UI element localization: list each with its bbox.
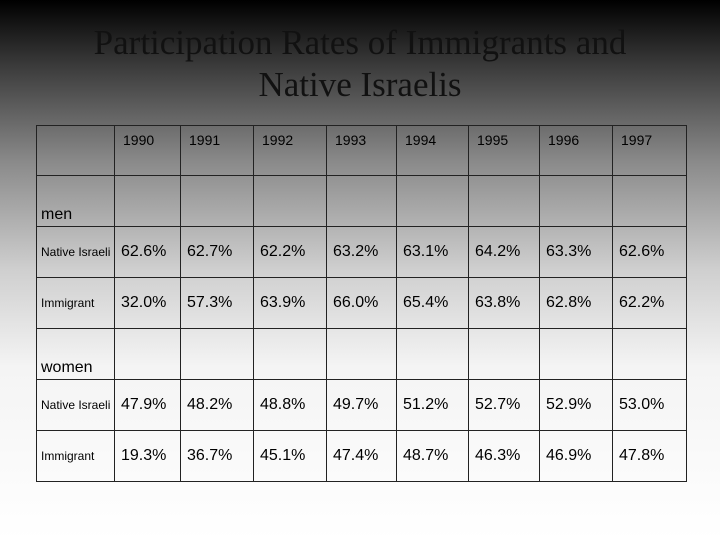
value-cell: 52.9% [539, 379, 613, 431]
value-cell: 63.2% [326, 226, 397, 278]
slide-title-line-1: Participation Rates of Immigrants and [93, 23, 627, 62]
empty-cell [396, 175, 469, 227]
value-cell: 62.2% [612, 277, 687, 329]
value-cell: 62.2% [253, 226, 327, 278]
value-cell: 53.0% [612, 379, 687, 431]
value-cell: 47.8% [612, 430, 687, 482]
year-header: 1990 [114, 125, 181, 176]
empty-cell [326, 328, 397, 380]
empty-cell [468, 175, 540, 227]
empty-cell [253, 175, 327, 227]
value-cell: 48.8% [253, 379, 327, 431]
value-cell: 57.3% [180, 277, 254, 329]
value-cell: 46.9% [539, 430, 613, 482]
empty-cell [253, 328, 327, 380]
empty-cell [612, 328, 687, 380]
empty-cell [612, 175, 687, 227]
value-cell: 51.2% [396, 379, 469, 431]
value-cell: 63.1% [396, 226, 469, 278]
header-corner-cell [36, 125, 115, 176]
table-row: Native Israeli 62.6% 62.7% 62.2% 63.2% 6… [36, 226, 687, 278]
year-header: 1993 [326, 125, 397, 176]
value-cell: 63.3% [539, 226, 613, 278]
year-header: 1996 [539, 125, 613, 176]
year-header: 1995 [468, 125, 540, 176]
value-cell: 19.3% [114, 430, 181, 482]
section-row-women: women [36, 328, 687, 380]
year-header: 1997 [612, 125, 687, 176]
row-label: Native Israeli [36, 379, 115, 431]
empty-cell [539, 328, 613, 380]
empty-cell [468, 328, 540, 380]
value-cell: 63.9% [253, 277, 327, 329]
value-cell: 62.6% [612, 226, 687, 278]
empty-cell [114, 175, 181, 227]
section-label: women [36, 328, 115, 380]
value-cell: 45.1% [253, 430, 327, 482]
row-label: Native Israeli [36, 226, 115, 278]
value-cell: 62.7% [180, 226, 254, 278]
table-row: Immigrant 19.3% 36.7% 45.1% 47.4% 48.7% … [36, 430, 687, 482]
value-cell: 47.9% [114, 379, 181, 431]
value-cell: 49.7% [326, 379, 397, 431]
value-cell: 32.0% [114, 277, 181, 329]
row-label: Immigrant [36, 430, 115, 482]
table-row: Immigrant 32.0% 57.3% 63.9% 66.0% 65.4% … [36, 277, 687, 329]
value-cell: 48.2% [180, 379, 254, 431]
table-row: Native Israeli 47.9% 48.2% 48.8% 49.7% 5… [36, 379, 687, 431]
year-header: 1994 [396, 125, 469, 176]
empty-cell [396, 328, 469, 380]
empty-cell [180, 328, 254, 380]
value-cell: 52.7% [468, 379, 540, 431]
empty-cell [326, 175, 397, 227]
header-row: 1990 1991 1992 1993 1994 1995 1996 1997 [36, 125, 687, 176]
value-cell: 64.2% [468, 226, 540, 278]
value-cell: 47.4% [326, 430, 397, 482]
empty-cell [114, 328, 181, 380]
year-header: 1992 [253, 125, 327, 176]
slide-title: Participation Rates of Immigrants and Na… [0, 22, 720, 106]
section-row-men: men [36, 175, 687, 227]
value-cell: 62.8% [539, 277, 613, 329]
value-cell: 48.7% [396, 430, 469, 482]
year-header: 1991 [180, 125, 254, 176]
empty-cell [180, 175, 254, 227]
value-cell: 62.6% [114, 226, 181, 278]
value-cell: 63.8% [468, 277, 540, 329]
value-cell: 65.4% [396, 277, 469, 329]
slide-title-line-2: Native Israelis [258, 65, 462, 104]
empty-cell [539, 175, 613, 227]
row-label: Immigrant [36, 277, 115, 329]
value-cell: 36.7% [180, 430, 254, 482]
participation-table: 1990 1991 1992 1993 1994 1995 1996 1997 … [36, 125, 687, 482]
section-label: men [36, 175, 115, 227]
value-cell: 46.3% [468, 430, 540, 482]
value-cell: 66.0% [326, 277, 397, 329]
